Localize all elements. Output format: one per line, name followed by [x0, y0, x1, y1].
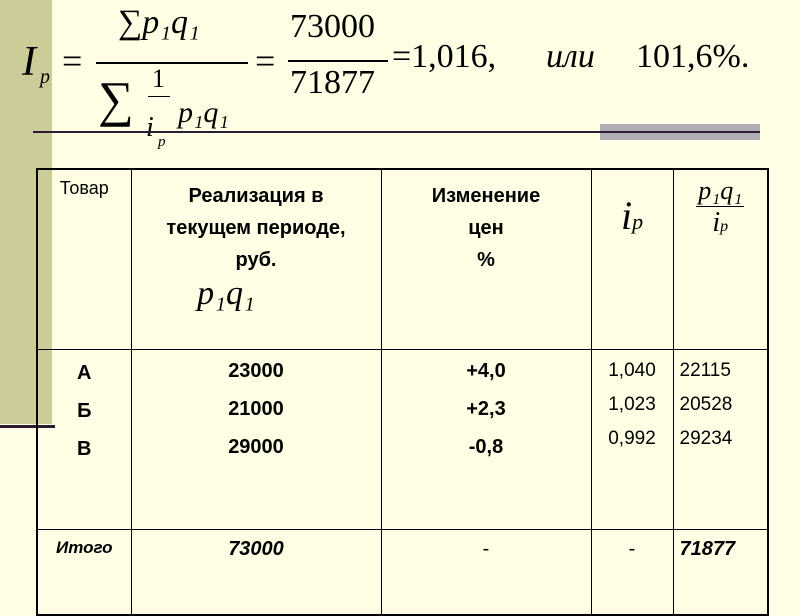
formula-den-term: p₁q₁: [178, 96, 229, 129]
col-ratio: 22115 20528 29234: [672, 349, 769, 530]
table-cell: 29000: [228, 436, 284, 458]
formula-percent: 101,6%.: [636, 38, 750, 75]
header-price-change-label: Изменение цен: [431, 185, 541, 239]
table-cell: 22115: [679, 360, 731, 381]
small-fraction-bar: [148, 96, 170, 97]
formula-value-den: 71877: [290, 64, 375, 101]
decorative-side-line: [0, 425, 55, 428]
table-cell: 29234: [679, 428, 733, 449]
formula-result: =1,016,: [392, 38, 497, 75]
header-product: Товар: [36, 168, 132, 350]
header-ip: ip: [590, 168, 674, 350]
price-index-table: Товар Реализация в текущем периоде, руб.…: [36, 168, 769, 616]
total-ip: -: [590, 529, 674, 616]
header-ratio: p₁q₁ ip: [672, 168, 769, 350]
decorative-rule: [33, 131, 760, 133]
formula-den-one: 1: [152, 64, 165, 93]
formula-eq2: =: [255, 41, 276, 81]
formula-den-i: i: [146, 112, 154, 143]
formula-den-i-sub: p: [158, 134, 166, 150]
table-cell: +2,3: [466, 398, 506, 420]
table-cell: 21000: [228, 398, 284, 420]
header-sales: Реализация в текущем периоде, руб. p₁q₁: [130, 168, 382, 350]
header-sales-label: Реализация в текущем периоде, руб.: [166, 185, 346, 271]
col-ip: 1,040 1,023 0,992: [590, 349, 674, 530]
table-cell: А: [77, 362, 92, 384]
table-cell: 1,040: [608, 360, 656, 381]
col-change: +4,0 +2,3 -0,8: [380, 349, 592, 530]
header-price-change-unit: %: [477, 249, 495, 271]
total-change: -: [380, 529, 592, 616]
col-sales: 23000 21000 29000: [130, 349, 382, 530]
table-cell: Б: [77, 400, 92, 422]
total-sales: 73000: [130, 529, 382, 616]
formula-or: или: [546, 38, 595, 75]
header-ratio-den-i: i: [712, 207, 721, 238]
formula-lhs-sub: p: [40, 66, 50, 88]
table-cell: 1,023: [608, 394, 656, 415]
header-ratio-den-sub: p: [720, 218, 729, 235]
value-fraction-bar: [288, 60, 388, 62]
table-cell: -0,8: [468, 436, 504, 458]
formula-eq: =: [62, 41, 83, 81]
table-cell: 0,992: [608, 428, 656, 449]
table-cell: 23000: [228, 360, 284, 382]
formula-value-num: 73000: [290, 8, 375, 45]
col-product: А Б В: [36, 349, 132, 530]
formula-numerator: ∑p₁q₁: [118, 4, 200, 41]
header-ip-i: i: [620, 193, 633, 238]
table-cell: +4,0: [466, 360, 506, 382]
total-ratio: 71877: [672, 529, 769, 616]
header-price-change: Изменение цен %: [380, 168, 592, 350]
table-cell: 20528: [679, 394, 733, 415]
header-ratio-num: p₁q₁: [696, 176, 745, 207]
header-ip-sub: p: [632, 209, 644, 234]
total-label: Итого: [36, 529, 132, 616]
table-cell: В: [77, 438, 92, 460]
table-body-row: А Б В 23000 21000 29000 +4,0 +2,3 -0,8 1…: [36, 349, 769, 530]
formula-lhs: I: [22, 39, 36, 85]
table-header-row: Товар Реализация в текущем периоде, руб.…: [36, 168, 769, 350]
header-sales-formula: p₁q₁: [197, 275, 255, 312]
formula-den-sum: ∑: [98, 71, 134, 127]
fraction-bar: [96, 62, 248, 64]
table-total-row: Итого 73000 - - 71877: [36, 529, 769, 616]
